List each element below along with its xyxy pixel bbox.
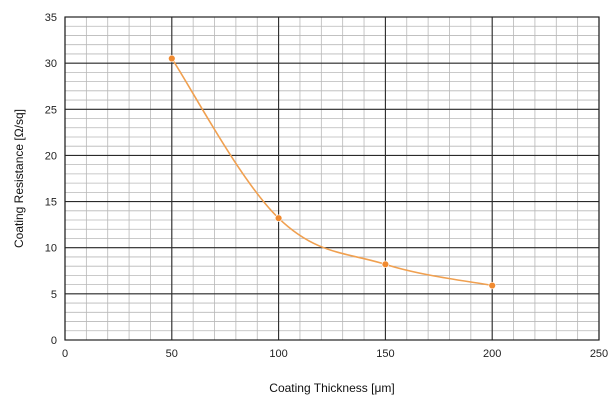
plot-frame — [64, 16, 600, 341]
series-line — [171, 58, 493, 287]
y-tick-label: 35 — [45, 12, 57, 24]
series-layer — [168, 54, 496, 290]
x-axis-title: Coating Thickness [μm] — [269, 381, 394, 395]
data-point — [488, 281, 496, 290]
y-tick-labels: 0 5 10 15 20 25 30 35 — [45, 12, 57, 347]
x-tick-label: 50 — [166, 348, 178, 360]
x-tick-label: 250 — [590, 348, 608, 360]
y-tick-label: 0 — [51, 335, 57, 347]
y-tick-label: 5 — [51, 289, 57, 301]
x-tick-label: 100 — [269, 348, 287, 360]
x-tick-label: 150 — [376, 348, 394, 360]
y-axis-title: Coating Resistance [Ω/sq] — [12, 109, 26, 248]
x-tick-labels: 0 50 100 150 200 250 — [62, 348, 608, 360]
y-tick-label: 25 — [45, 104, 57, 116]
y-tick-label: 20 — [45, 150, 57, 162]
y-tick-label: 30 — [45, 58, 57, 70]
x-tick-label: 200 — [483, 348, 501, 360]
y-tick-label: 15 — [45, 197, 57, 209]
x-tick-label: 0 — [62, 348, 68, 360]
y-tick-label: 10 — [45, 243, 57, 255]
data-point — [381, 260, 390, 269]
plot-area — [65, 17, 599, 340]
data-point — [168, 54, 176, 63]
data-point — [274, 214, 283, 222]
